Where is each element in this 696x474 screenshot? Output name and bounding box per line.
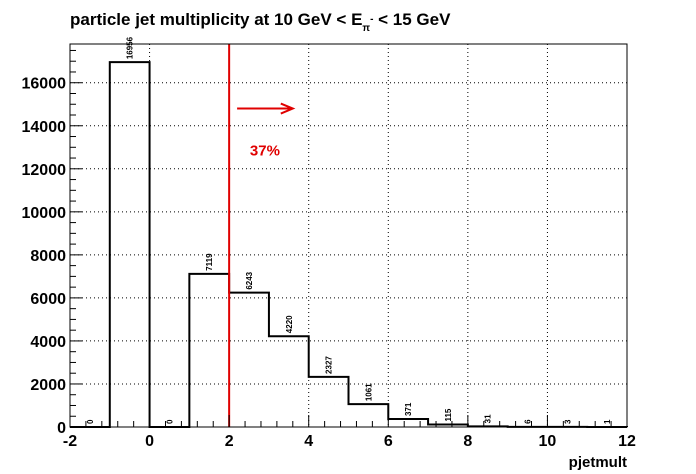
y-tick-label: 12000: [22, 162, 67, 179]
histogram-bin: [189, 274, 229, 427]
histogram-bin: [269, 336, 309, 427]
y-tick-label: 16000: [22, 76, 67, 93]
histogram-outline: [70, 61, 628, 428]
histogram-bin: [229, 293, 269, 427]
histogram-bin: [349, 404, 389, 427]
grid: [70, 44, 627, 427]
x-tick-label: 0: [145, 433, 154, 450]
x-tick-label: 12: [618, 433, 636, 450]
cut-overlay: 37%: [228, 44, 296, 427]
x-tick-label: 8: [463, 433, 472, 450]
arrow-head: [280, 102, 296, 115]
bin-value-label: 0: [86, 419, 95, 424]
y-tick-label: 0: [57, 420, 66, 437]
y-tick-label: 4000: [30, 334, 66, 351]
bin-value-label: 7119: [205, 253, 214, 271]
histogram: [70, 61, 628, 428]
bin-value-label: 31: [484, 414, 493, 423]
x-tick-label: 10: [539, 433, 557, 450]
bin-value-label: 4220: [285, 315, 294, 333]
bin-value-label: 6: [524, 419, 533, 424]
bin-value-label: 115: [444, 408, 453, 421]
histogram-bin: [110, 62, 150, 427]
bin-value-label: 0: [165, 419, 174, 424]
x-tick-label: -2: [63, 433, 77, 450]
x-tick-label: 6: [384, 433, 393, 450]
x-tick-label: 2: [225, 433, 234, 450]
bin-value-label: 6243: [245, 271, 254, 289]
bin-value-label: 1061: [364, 383, 373, 401]
bin-value-label: 2327: [325, 356, 334, 374]
y-tick-label: 14000: [22, 119, 67, 136]
y-tick-label: 10000: [22, 205, 67, 222]
bin-value-label: 1: [603, 419, 612, 424]
x-tick-label: 4: [304, 433, 313, 450]
histogram-bin: [388, 419, 428, 427]
annotation-percent: 37%: [250, 142, 280, 159]
y-tick-label: 6000: [30, 291, 66, 308]
bin-value-label: 371: [404, 402, 413, 416]
bin-value-label: 3: [563, 419, 572, 424]
y-tick-label: 8000: [30, 248, 66, 265]
y-tick-label: 2000: [30, 377, 66, 394]
chart-title: particle jet multiplicity at 10 GeV < Eπ…: [70, 10, 451, 34]
bin-value-label: 16956: [126, 36, 135, 59]
x-axis-label: pjetmult: [569, 454, 627, 471]
plot-frame: [69, 43, 628, 428]
